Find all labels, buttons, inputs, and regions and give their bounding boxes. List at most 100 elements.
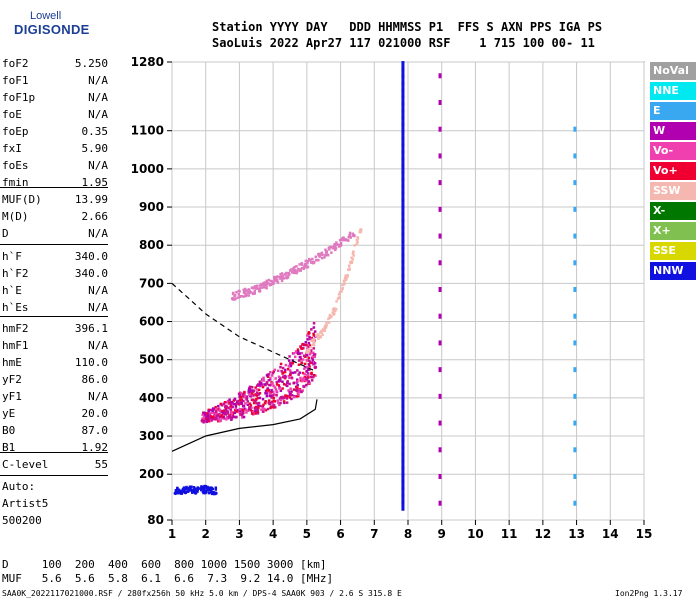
echo-point: [278, 403, 281, 407]
interference-mark: [401, 480, 405, 491]
echo-point: [252, 389, 256, 393]
echo-point: [292, 381, 295, 385]
echo-point: [283, 368, 287, 372]
echo-point: [215, 416, 219, 419]
echo-point: [217, 419, 220, 423]
echo-point: [344, 277, 348, 281]
echo-point: [205, 486, 209, 489]
echo-point: [350, 260, 354, 263]
echo-point: [270, 374, 274, 377]
echo-point: [330, 245, 333, 249]
echo-point: [289, 361, 292, 365]
series-point: [318, 335, 323, 339]
echo-point: [243, 395, 247, 398]
echo-point: [231, 402, 235, 405]
echo-point: [341, 287, 344, 291]
echo-point: [309, 361, 312, 365]
interference-mark: [438, 180, 442, 186]
interference-mark: [401, 116, 405, 127]
echo-point: [324, 248, 327, 252]
echo-point: [238, 294, 242, 298]
echo-point: [250, 286, 254, 289]
interference-mark: [401, 301, 405, 312]
param-value: N/A: [88, 390, 108, 403]
echo-point: [334, 307, 338, 311]
echo-point: [216, 404, 220, 408]
series-point: [271, 281, 275, 286]
echo-point: [204, 412, 208, 415]
echo-point: [231, 405, 234, 409]
echo-point: [242, 295, 246, 298]
series-point: [311, 260, 316, 265]
param-label: fxI: [2, 142, 22, 155]
param-label: foF2: [2, 57, 29, 70]
echo-point: [253, 289, 257, 293]
echo-point: [199, 488, 203, 492]
interference-mark: [401, 205, 405, 216]
param-value: N/A: [88, 159, 108, 172]
echo-point: [245, 396, 248, 399]
echo-point: [240, 401, 243, 405]
interference-mark: [438, 367, 442, 373]
echo-point: [239, 392, 243, 395]
param-label: yE: [2, 407, 16, 420]
echo-point: [323, 327, 326, 331]
echo-point: [310, 372, 313, 375]
echo-point: [284, 363, 288, 367]
series-point: [183, 490, 188, 495]
interference-mark: [438, 260, 442, 266]
echo-point: [312, 341, 316, 344]
echo-point: [232, 415, 236, 419]
interference-mark: [401, 253, 405, 264]
x-tick-label: 1: [168, 527, 176, 541]
param-row: h`Es N/A: [2, 301, 108, 317]
echo-point: [260, 286, 264, 289]
echo-point: [312, 334, 316, 337]
echo-point: [333, 245, 336, 249]
echo-point: [315, 259, 318, 262]
echo-point: [306, 259, 309, 263]
echo-point: [297, 390, 301, 393]
echo-point: [256, 412, 260, 415]
param-value: 13.99: [74, 193, 108, 206]
echo-point: [288, 272, 291, 276]
echo-point: [226, 410, 229, 413]
footer-muf-row: MUF 5.6 5.6 5.8 6.1 6.6 7.3 9.2 14.0 [MH…: [2, 572, 334, 585]
interference-mark: [401, 438, 405, 449]
echo-point: [238, 395, 241, 399]
echo-point: [300, 266, 304, 270]
echo-point: [272, 396, 275, 400]
echo-point: [323, 329, 327, 333]
echo-point: [237, 392, 241, 396]
echo-point: [330, 251, 333, 254]
param-label: h`F: [2, 250, 22, 263]
echo-point: [321, 253, 324, 257]
legend-item: X+: [650, 222, 696, 240]
echo-point: [335, 300, 338, 303]
echo-point: [290, 376, 293, 379]
x-tick-label: 2: [202, 527, 210, 541]
echo-point: [221, 404, 224, 407]
y-tick-label: 80: [147, 513, 164, 527]
echo-point: [203, 487, 206, 491]
auto-artist: Artist5: [2, 497, 49, 510]
echo-point: [196, 486, 200, 489]
interference-mark: [401, 356, 405, 367]
echo-point: [256, 396, 260, 400]
y-tick-label: 1000: [131, 162, 164, 176]
param-row: foE N/A: [2, 108, 108, 124]
interference-mark: [438, 313, 442, 319]
interference-mark: [401, 315, 405, 326]
interference-mark: [401, 383, 405, 394]
echo-point: [312, 347, 316, 350]
echo-point: [344, 238, 348, 242]
echo-point: [299, 345, 302, 348]
echo-point: [281, 387, 284, 390]
interference-mark: [401, 452, 405, 463]
echo-point: [232, 399, 236, 402]
echo-point: [264, 401, 267, 405]
echo-point: [292, 269, 295, 272]
echo-point: [244, 402, 247, 405]
echo-point: [279, 398, 283, 402]
echo-point: [281, 366, 285, 370]
